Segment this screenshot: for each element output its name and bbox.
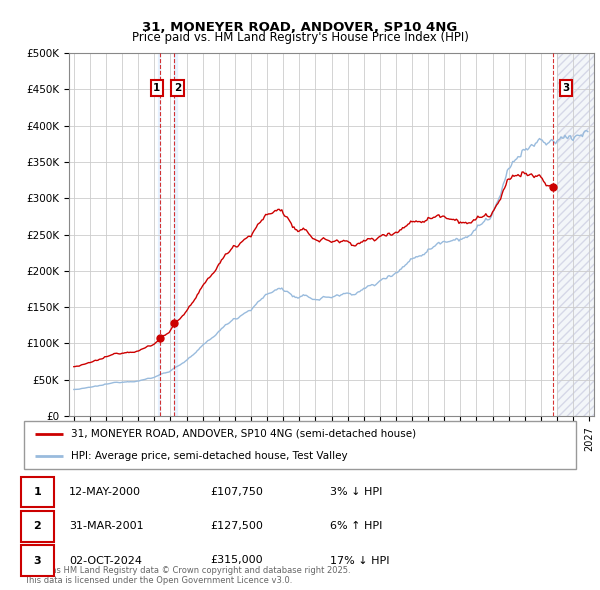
Bar: [557, 53, 600, 416]
Bar: [158, 53, 160, 416]
Text: 2: 2: [174, 83, 181, 93]
Text: 6% ↑ HPI: 6% ↑ HPI: [330, 522, 382, 531]
Text: 2: 2: [34, 522, 41, 531]
Text: Contains HM Land Registry data © Crown copyright and database right 2025.
This d: Contains HM Land Registry data © Crown c…: [24, 566, 350, 585]
Text: £315,000: £315,000: [210, 556, 263, 565]
Text: 3% ↓ HPI: 3% ↓ HPI: [330, 487, 382, 497]
Text: 02-OCT-2024: 02-OCT-2024: [69, 556, 142, 565]
Text: Price paid vs. HM Land Registry's House Price Index (HPI): Price paid vs. HM Land Registry's House …: [131, 31, 469, 44]
Bar: [175, 53, 177, 416]
Text: 31-MAR-2001: 31-MAR-2001: [69, 522, 143, 531]
Text: 3: 3: [34, 556, 41, 565]
Text: 12-MAY-2000: 12-MAY-2000: [69, 487, 141, 497]
Text: £127,500: £127,500: [210, 522, 263, 531]
Text: 31, MONEYER ROAD, ANDOVER, SP10 4NG: 31, MONEYER ROAD, ANDOVER, SP10 4NG: [142, 21, 458, 34]
Text: £107,750: £107,750: [210, 487, 263, 497]
Text: 17% ↓ HPI: 17% ↓ HPI: [330, 556, 389, 565]
Bar: [557, 53, 600, 416]
Text: 31, MONEYER ROAD, ANDOVER, SP10 4NG (semi-detached house): 31, MONEYER ROAD, ANDOVER, SP10 4NG (sem…: [71, 429, 416, 439]
Text: 1: 1: [34, 487, 41, 497]
Text: HPI: Average price, semi-detached house, Test Valley: HPI: Average price, semi-detached house,…: [71, 451, 347, 461]
Text: 1: 1: [154, 83, 161, 93]
Text: 3: 3: [562, 83, 569, 93]
